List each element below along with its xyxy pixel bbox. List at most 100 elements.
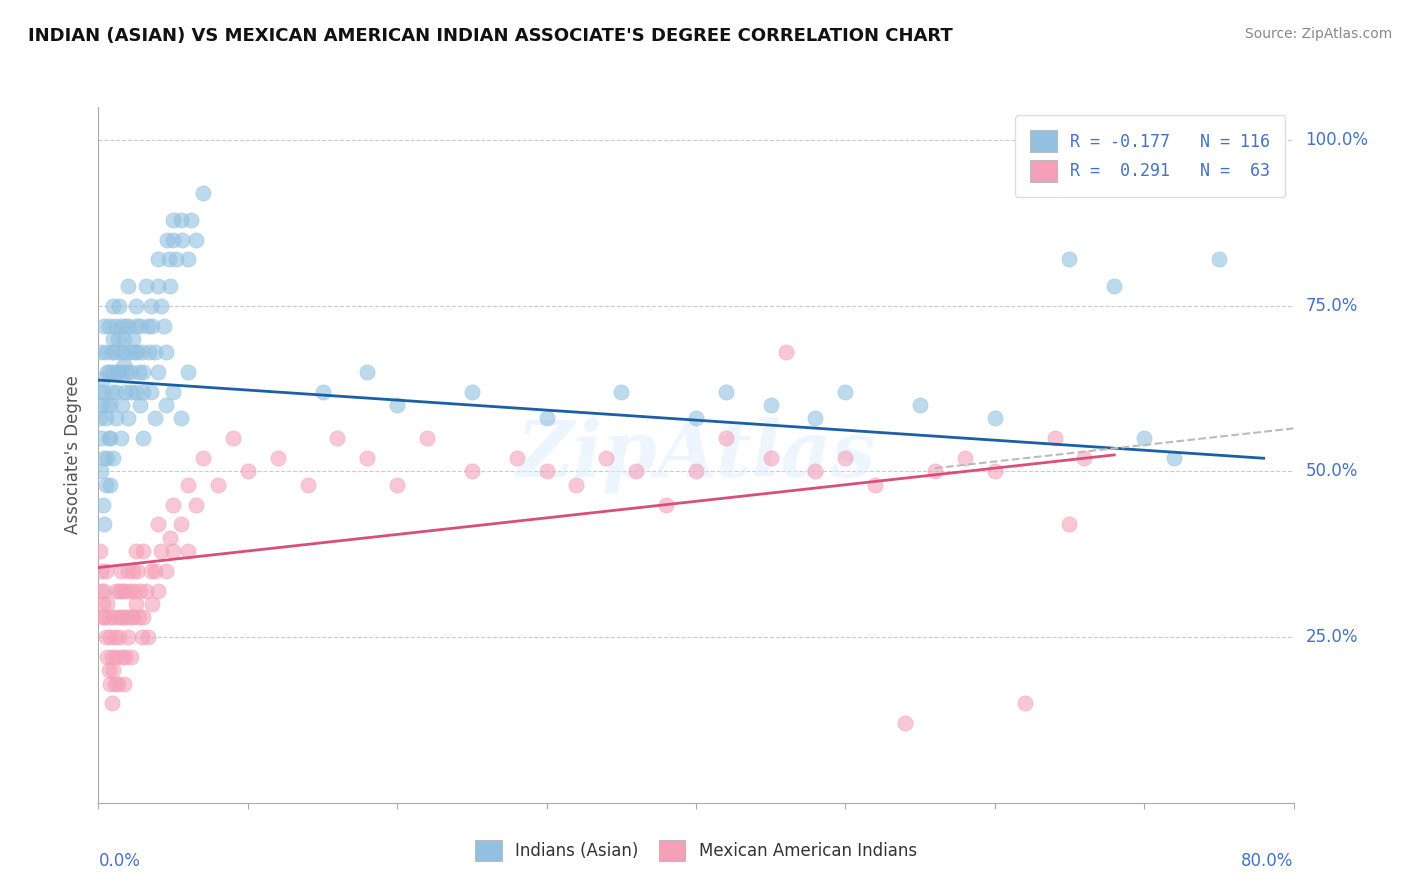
Point: [804, 465, 827, 479]
Point: [111, 365, 134, 379]
Point: [94, 564, 117, 578]
Point: [953, 451, 976, 466]
Text: ZipAtlas: ZipAtlas: [516, 417, 876, 493]
Point: [110, 610, 132, 624]
Point: [356, 451, 378, 466]
Point: [180, 212, 202, 227]
Point: [125, 597, 148, 611]
Text: 25.0%: 25.0%: [1305, 628, 1358, 646]
Point: [184, 233, 207, 247]
Point: [96, 398, 118, 412]
Point: [97, 663, 120, 677]
Point: [129, 398, 152, 412]
Point: [118, 583, 141, 598]
Point: [94, 477, 117, 491]
Point: [90, 431, 112, 445]
Point: [155, 398, 177, 412]
Point: [132, 544, 155, 558]
Point: [297, 477, 319, 491]
Point: [121, 564, 143, 578]
Point: [105, 650, 128, 665]
Point: [139, 564, 162, 578]
Point: [169, 517, 191, 532]
Point: [169, 411, 191, 425]
Point: [117, 318, 139, 333]
Point: [150, 544, 173, 558]
Point: [1014, 697, 1036, 711]
Point: [865, 477, 887, 491]
Point: [804, 411, 827, 425]
Point: [94, 345, 117, 359]
Point: [93, 318, 115, 333]
Point: [107, 332, 129, 346]
Point: [97, 610, 120, 624]
Text: INDIAN (ASIAN) VS MEXICAN AMERICAN INDIAN ASSOCIATE'S DEGREE CORRELATION CHART: INDIAN (ASIAN) VS MEXICAN AMERICAN INDIA…: [28, 27, 953, 45]
Point: [759, 398, 782, 412]
Point: [685, 465, 707, 479]
Point: [125, 318, 148, 333]
Point: [97, 431, 120, 445]
Point: [108, 630, 131, 644]
Point: [103, 451, 125, 466]
Point: [148, 365, 170, 379]
Point: [385, 398, 409, 412]
Point: [117, 411, 139, 425]
Point: [714, 384, 737, 399]
Point: [207, 477, 229, 491]
Point: [141, 318, 163, 333]
Point: [150, 299, 173, 313]
Point: [148, 279, 170, 293]
Point: [356, 365, 378, 379]
Point: [775, 345, 797, 359]
Point: [101, 697, 124, 711]
Point: [105, 365, 128, 379]
Point: [1208, 252, 1230, 267]
Point: [184, 498, 207, 512]
Point: [1133, 431, 1156, 445]
Point: [983, 411, 1005, 425]
Text: 100.0%: 100.0%: [1305, 131, 1368, 149]
Point: [177, 477, 200, 491]
Point: [461, 384, 484, 399]
Point: [89, 544, 111, 558]
Point: [121, 332, 143, 346]
Point: [98, 477, 122, 491]
Point: [91, 498, 114, 512]
Point: [112, 332, 135, 346]
Point: [236, 465, 259, 479]
Point: [139, 384, 162, 399]
Point: [191, 451, 214, 466]
Point: [536, 411, 558, 425]
Point: [107, 610, 129, 624]
Point: [135, 583, 157, 598]
Text: 80.0%: 80.0%: [1241, 852, 1294, 870]
Point: [131, 345, 153, 359]
Point: [114, 583, 136, 598]
Point: [162, 212, 184, 227]
Point: [117, 630, 139, 644]
Point: [105, 384, 128, 399]
Point: [169, 212, 191, 227]
Point: [107, 365, 129, 379]
Point: [311, 384, 333, 399]
Point: [162, 384, 184, 399]
Point: [104, 630, 127, 644]
Point: [111, 398, 134, 412]
Point: [191, 186, 214, 201]
Point: [110, 564, 132, 578]
Point: [1059, 517, 1081, 532]
Point: [624, 465, 647, 479]
Point: [655, 498, 678, 512]
Point: [172, 233, 194, 247]
Point: [103, 332, 125, 346]
Point: [143, 564, 166, 578]
Point: [983, 465, 1005, 479]
Point: [595, 451, 617, 466]
Point: [125, 384, 148, 399]
Point: [148, 517, 170, 532]
Point: [141, 597, 163, 611]
Point: [114, 318, 136, 333]
Point: [118, 345, 141, 359]
Point: [98, 630, 122, 644]
Point: [111, 650, 134, 665]
